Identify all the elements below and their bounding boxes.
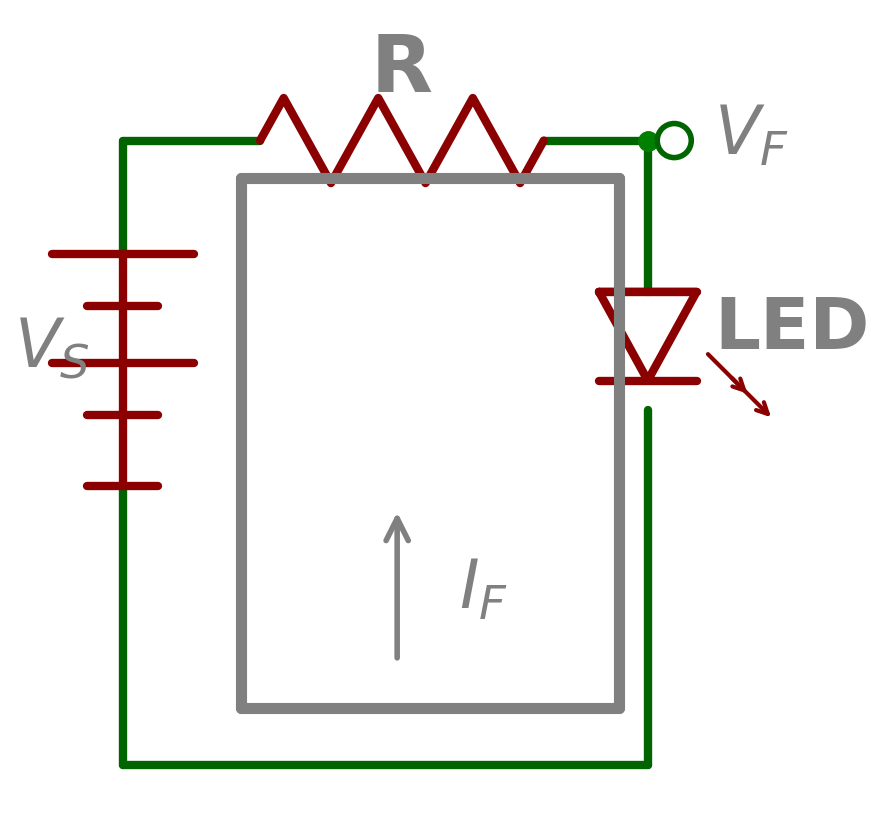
Text: $V_S$: $V_S$ <box>14 315 90 382</box>
Text: $V_F$: $V_F$ <box>714 103 789 168</box>
Text: $I_F$: $I_F$ <box>459 557 508 623</box>
Text: R: R <box>371 31 433 108</box>
Text: LED: LED <box>714 295 870 364</box>
